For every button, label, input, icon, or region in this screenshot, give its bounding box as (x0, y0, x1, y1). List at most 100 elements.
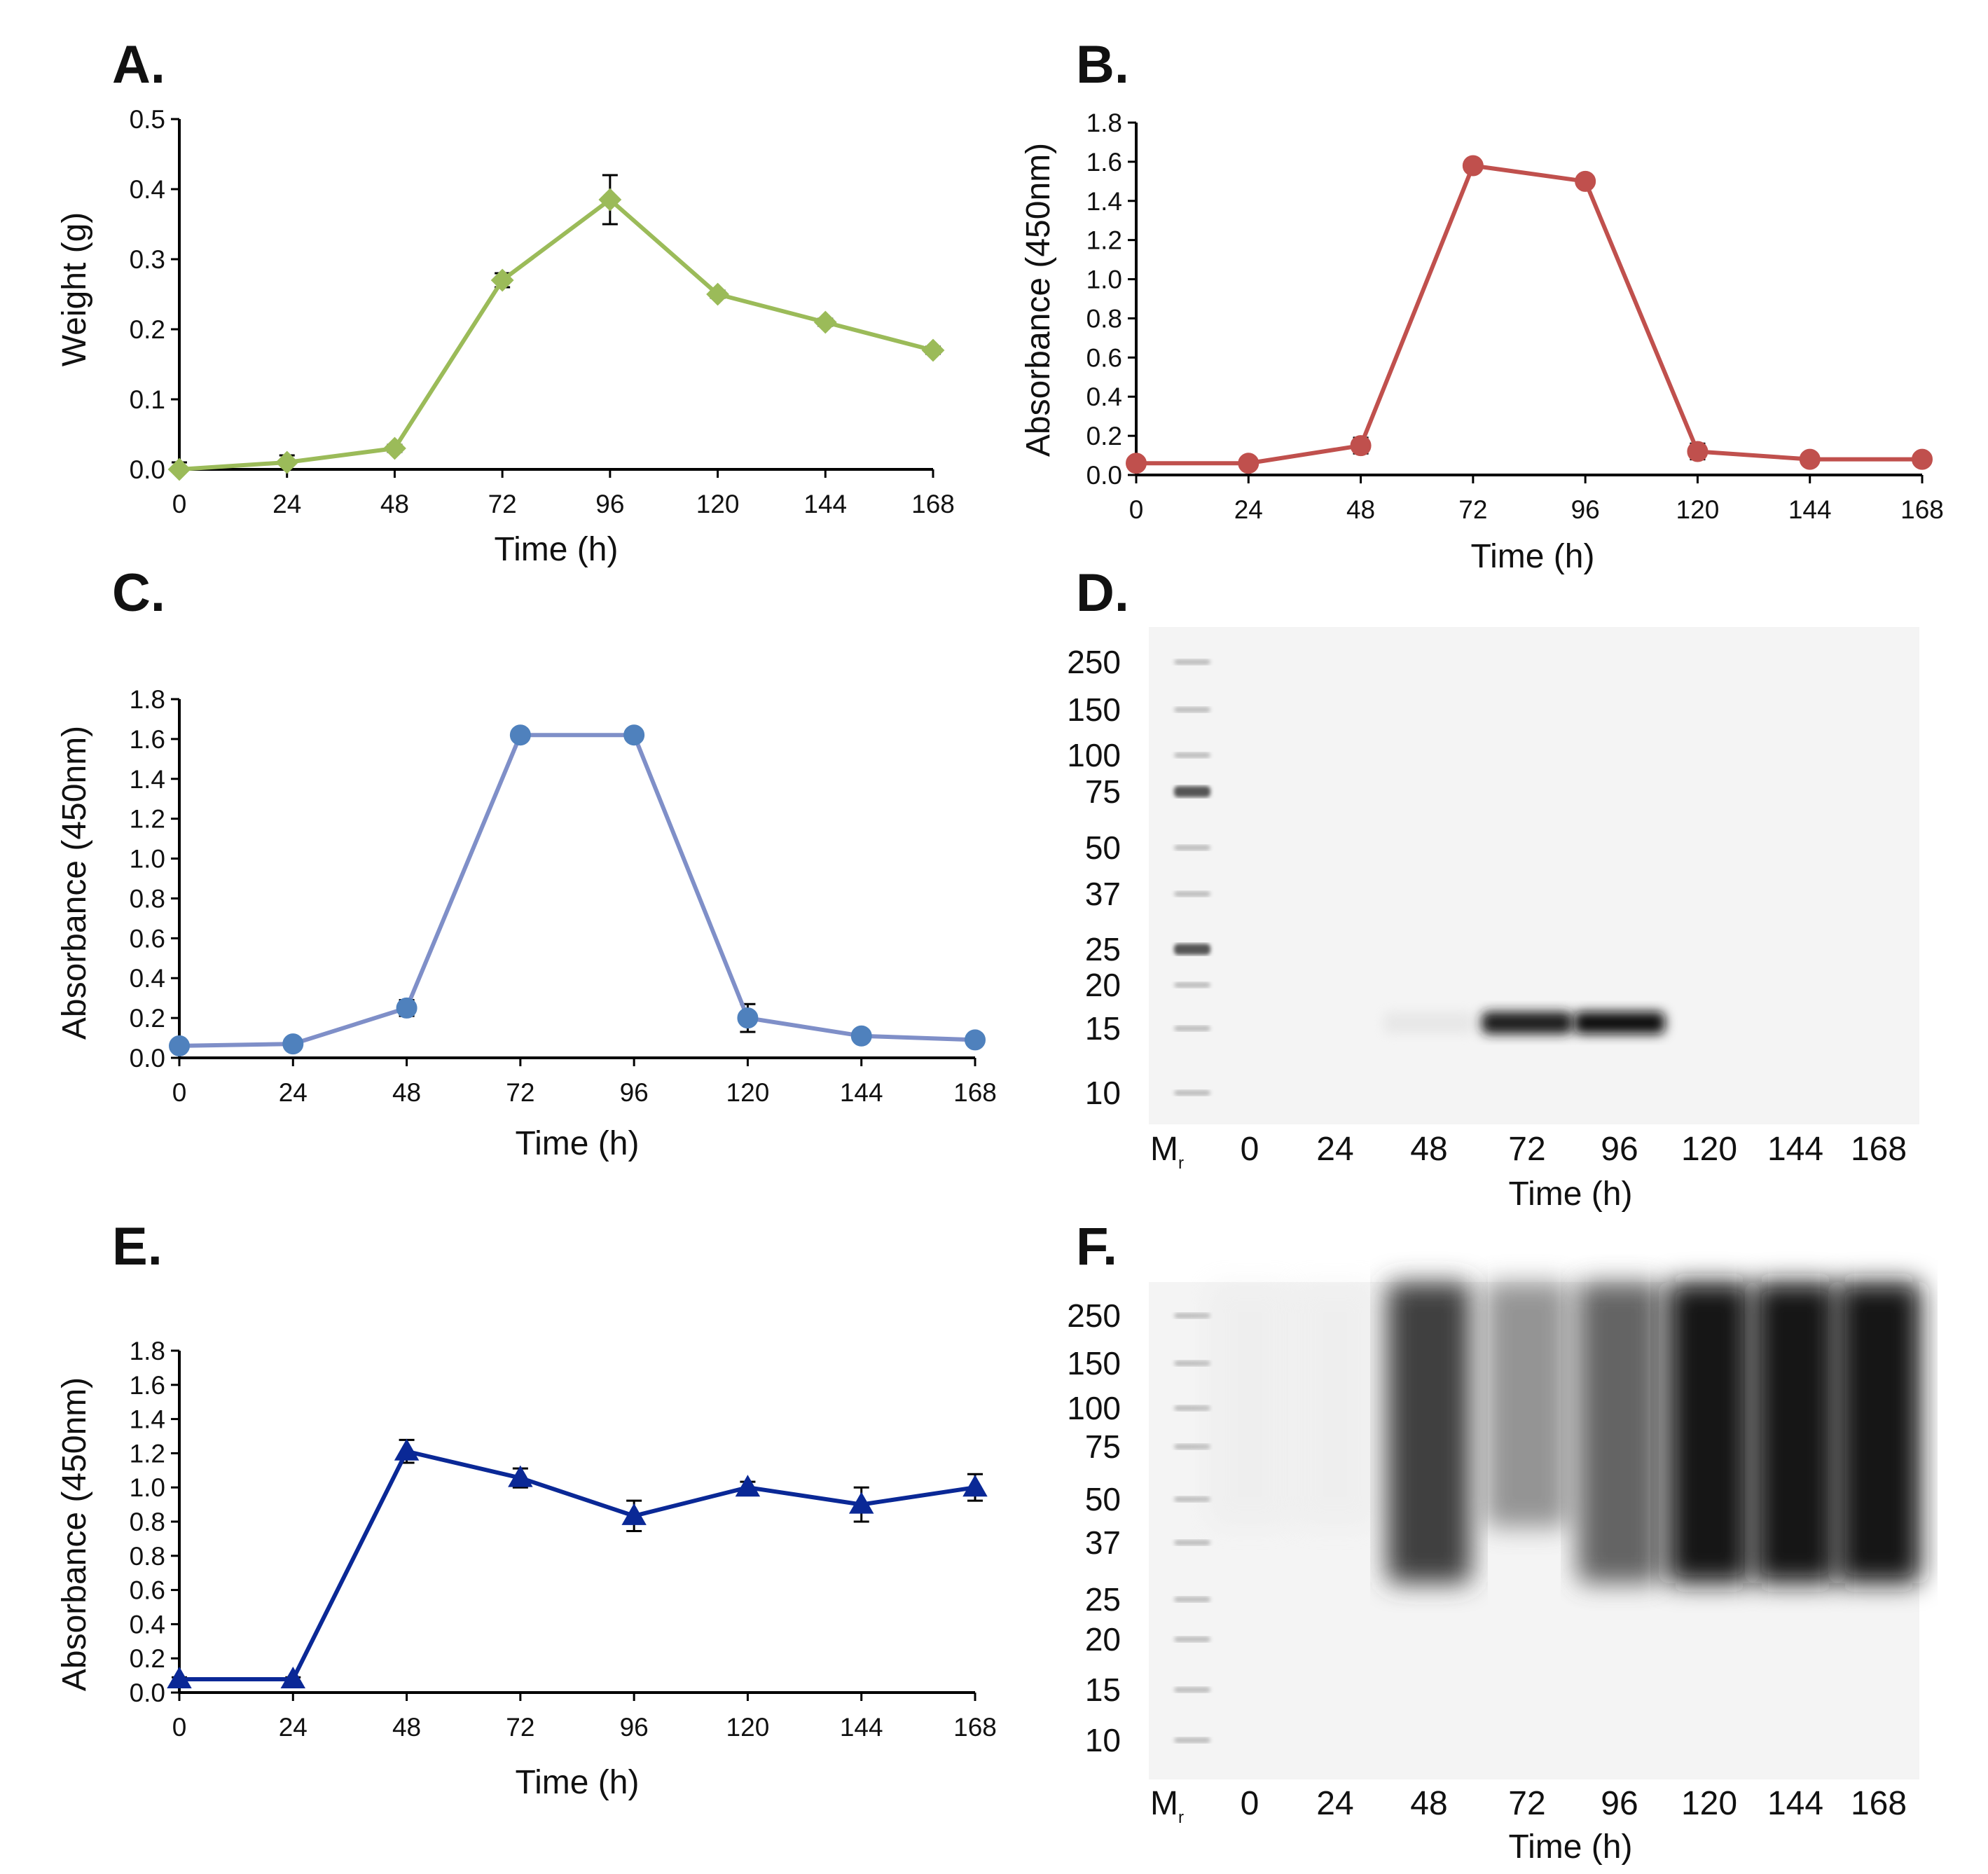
panel-e-y-tick-label: 0.0 (130, 1679, 165, 1707)
panel-a-x-tick-label: 96 (595, 490, 624, 518)
panel-f-lane-label: 168 (1851, 1785, 1907, 1822)
panel-b-y-tick-label: 1.6 (1086, 148, 1122, 177)
panel-c-y-tick-label: 1.6 (130, 725, 165, 754)
panel-d-xlabel: Time (h) (1509, 1176, 1633, 1213)
panel-d-membrane (1149, 627, 1919, 1124)
panel-e-y-tick-label: 1.0 (130, 1473, 165, 1502)
panel-b-data-point (1912, 448, 1933, 470)
panel-a-data-point (383, 436, 406, 460)
panel-a-data-point (706, 282, 729, 306)
panel-d-mw-label: 25 (1085, 931, 1121, 967)
panel-d-mw-label: 20 (1085, 967, 1121, 1003)
panel-d-ladder-band (1174, 659, 1210, 665)
panel-b-data-point (1238, 453, 1259, 474)
panel-e-letter: E. (112, 1217, 163, 1276)
panel-c-y-tick-label: 0.2 (130, 1004, 165, 1033)
panel-e-x-tick-label: 96 (620, 1713, 649, 1742)
panel-b-xlabel: Time (h) (1471, 538, 1595, 575)
panel-b-data-point (1575, 170, 1596, 192)
panel-f-ladder-band (1174, 1737, 1210, 1743)
panel-d-ladder-band (1174, 752, 1210, 758)
panel-b-x-tick-label: 72 (1458, 495, 1487, 524)
panel-b-data-point (1462, 155, 1484, 177)
panel-d-lane-label: 72 (1508, 1131, 1545, 1168)
panel-f-smear (1837, 1282, 1921, 1583)
panel-a-data-point (275, 450, 299, 474)
panel-f-smear (1753, 1282, 1837, 1583)
panel-f-mw-label: 20 (1085, 1621, 1121, 1658)
panel-a-x-tick-label: 48 (380, 490, 409, 518)
panel-b-letter: B. (1076, 35, 1129, 95)
panel-d-mw-label: 150 (1067, 691, 1121, 728)
panel-a-x-tick-label: 0 (172, 490, 187, 518)
panel-f-mw-label: 15 (1085, 1672, 1121, 1708)
panel-f-mw-label: 25 (1085, 1581, 1121, 1618)
panel-c-y-tick-label: 1.2 (130, 805, 165, 834)
panel-e-x-tick-label: 0 (172, 1713, 187, 1742)
panel-d-marker-label: Mr (1150, 1131, 1184, 1173)
panel-e-x-tick-label: 24 (279, 1713, 308, 1742)
panel-f-lane-label: 24 (1316, 1785, 1353, 1822)
panel-c-x-tick-label: 72 (506, 1078, 534, 1107)
panel-b-data-point (1687, 441, 1709, 462)
panel-b-data-point (1126, 453, 1147, 474)
panel-b-x-tick-label: 24 (1234, 495, 1263, 524)
panel-c-xlabel: Time (h) (516, 1125, 640, 1162)
panel-f-ladder-band (1174, 1496, 1210, 1502)
panel-f-ladder-band (1174, 1687, 1210, 1693)
panel-f-ladder-band (1174, 1637, 1210, 1642)
panel-c-y-tick-label: 1.0 (130, 845, 165, 874)
panel-e-data-point (848, 1491, 874, 1514)
panel-b-y-tick-label: 0.6 (1086, 343, 1122, 372)
panel-f-ladder-band (1174, 1540, 1210, 1545)
panel-b-data-point (1350, 435, 1372, 457)
panel-f-lane-label: 120 (1681, 1785, 1737, 1822)
panel-f-mw-label: 100 (1067, 1390, 1121, 1426)
panel-f-lane-label: 72 (1508, 1785, 1545, 1822)
panel-e-x-tick-label: 120 (726, 1713, 770, 1742)
panel-e-y-tick-label: 1.4 (130, 1405, 165, 1434)
panel-a-x-tick-label: 72 (488, 490, 517, 518)
panel-d-letter: D. (1076, 563, 1129, 623)
panel-b-x-tick-label: 0 (1129, 495, 1144, 524)
panel-b-y-tick-label: 0.0 (1086, 461, 1122, 490)
panel-a-x-tick-label: 144 (803, 490, 847, 518)
panel-d-lane-label: 168 (1851, 1131, 1907, 1168)
panel-f-mw-label: 250 (1067, 1297, 1121, 1334)
panel-a-letter: A. (112, 35, 165, 95)
panel-a-data-point (813, 310, 837, 334)
panel-d-mw-label: 250 (1067, 644, 1121, 680)
panel-d-lane-label: 120 (1681, 1131, 1737, 1168)
panel-c-data-point (737, 1007, 759, 1029)
panel-b-y-tick-label: 1.2 (1086, 226, 1122, 255)
panel-a-series-line (179, 198, 934, 471)
panel-b-y-tick-label: 0.8 (1086, 304, 1122, 333)
panel-f-ladder-band (1174, 1597, 1210, 1602)
panel-d-lane-label: 0 (1241, 1131, 1259, 1168)
panel-e-ylabel: Absorbance (450nm) (56, 1377, 93, 1691)
panel-d-protein-band (1574, 1012, 1665, 1034)
panel-c-chart: C. Absorbance (450nm) Time (h) 0.0 0.2 0.4… (56, 563, 997, 1162)
panel-f-smear (1208, 1282, 1292, 1527)
panel-a-chart: A. Weight (g) Time (h) 0.0 0.1 0.2 0.3 0.4 0.… (56, 35, 955, 568)
panel-d-ladder-band (1174, 707, 1210, 712)
panel-a-data-point (921, 338, 945, 362)
panel-e-y-tick-label: 0.4 (130, 1610, 165, 1639)
panel-c-x-tick-label: 96 (620, 1078, 649, 1107)
panel-e-xlabel: Time (h) (516, 1764, 640, 1801)
panel-e-y-tick-label: 0.8 (130, 1508, 165, 1536)
panel-b-x-tick-label: 120 (1676, 495, 1720, 524)
panel-d-lane-label: 96 (1601, 1131, 1638, 1168)
panel-e-data-point (394, 1438, 420, 1461)
panel-e-data-point (962, 1475, 988, 1497)
panel-c-y-tick-label: 0.8 (130, 884, 165, 913)
panel-b-x-tick-label: 144 (1788, 495, 1832, 524)
panel-c-data-point (396, 997, 417, 1019)
panel-c-letter: C. (112, 563, 165, 623)
panel-d-ladder-band (1174, 982, 1210, 988)
panel-d-mw-label: 50 (1085, 829, 1121, 866)
panel-c-x-tick-label: 144 (840, 1078, 883, 1107)
panel-b-x-tick-label: 96 (1571, 495, 1600, 524)
panel-a-y-tick-label: 0.3 (130, 245, 165, 274)
panel-e-x-tick-label: 168 (953, 1713, 997, 1742)
